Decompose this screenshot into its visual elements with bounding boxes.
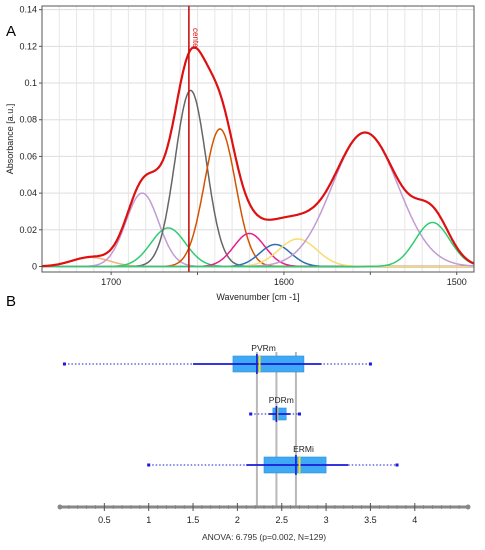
spectrum-ticks: 0 0.02 0.04 0.06 0.08 0.1 0.12 0.14 1700 1600 1500 <box>19 5 466 287</box>
x-tick-label: 1500 <box>447 277 467 287</box>
series-label: ERMi <box>293 444 314 454</box>
envelope-curves <box>42 46 475 268</box>
boxplot-axis: 0.5 1 1.5 2 2.5 3 3.5 4 <box>57 503 471 525</box>
center-marker-label: center <box>191 28 200 51</box>
y-tick-label: 0.02 <box>19 225 37 235</box>
range-min-point <box>62 362 66 366</box>
series-label: PVRm <box>251 343 276 353</box>
boxplot-chart: PVRm PDRm ERMi 0.5 1 1.5 2 2.5 3 3.5 4 ANOVA: 6.7… <box>57 343 471 542</box>
center-marker-group: center <box>188 6 200 272</box>
x-tick-label: 1 <box>146 515 151 525</box>
boxplots: PVRm PDRm ERMi <box>62 343 399 475</box>
y-tick-label: 0.06 <box>19 151 37 161</box>
measured-spectrum-curve <box>42 46 475 268</box>
reference-lines <box>255 352 297 507</box>
y-tick-label: 0.12 <box>19 41 37 51</box>
x-tick-label: 3.5 <box>364 515 377 525</box>
component-peak-curve <box>42 221 475 268</box>
x-tick-label: 2 <box>235 515 240 525</box>
anova-footer: ANOVA: 6.795 (p=0.002, N=129) <box>202 532 326 542</box>
panel-a-label: A <box>6 23 16 40</box>
spectrum-grid <box>42 6 475 272</box>
y-tick-label: 0.14 <box>19 5 37 15</box>
x-tick-label: 1700 <box>101 277 121 287</box>
y-tick-label: 0.1 <box>24 78 37 88</box>
spectrum-plot-frame <box>41 5 475 273</box>
x-tick-label: 3 <box>324 515 329 525</box>
component-peak-curve <box>42 131 474 268</box>
range-max-point <box>395 463 399 467</box>
x-tick-label: 2.5 <box>275 515 288 525</box>
y-tick-label: 0 <box>32 261 37 271</box>
x-tick-label: 0.5 <box>98 515 111 525</box>
y-axis-title: Absorbance [a.u.] <box>5 104 15 175</box>
component-peak-curve <box>42 128 474 268</box>
range-max-point <box>297 412 301 416</box>
range-max-point <box>368 362 372 366</box>
axis-end-cap <box>57 504 63 510</box>
axis-end-cap <box>465 504 471 510</box>
range-min-point <box>249 412 253 416</box>
spectrum-chart: center 0 0.02 0.04 0.06 0.08 0.1 0.12 0.14 1700 1… <box>5 5 475 302</box>
component-peak-curve <box>42 89 474 268</box>
x-tick-label: 4 <box>412 515 417 525</box>
x-tick-label: 1.5 <box>187 515 200 525</box>
y-tick-label: 0.08 <box>19 115 37 125</box>
range-min-point <box>147 463 151 467</box>
x-axis-title: Wavenumber [cm -1] <box>216 292 299 302</box>
y-tick-label: 0.04 <box>19 188 37 198</box>
series-label: PDRm <box>269 395 294 405</box>
panel-b-label: B <box>6 293 16 310</box>
x-tick-label: 1600 <box>274 277 294 287</box>
component-curves <box>42 89 475 268</box>
